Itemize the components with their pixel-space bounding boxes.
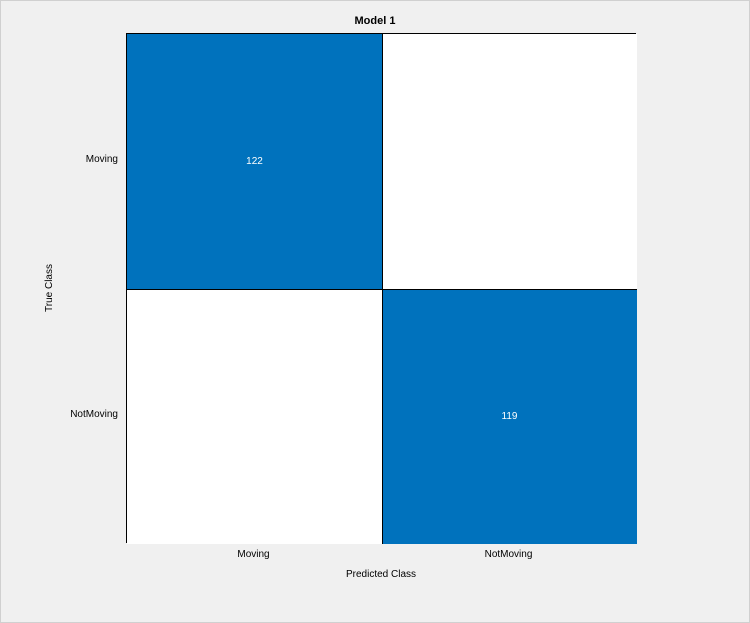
confusion-matrix-plot: 119 122 xyxy=(126,33,636,543)
ytick-0: Moving xyxy=(48,154,118,165)
matrix-cell-0-0: 122 xyxy=(127,34,382,289)
matrix-cell-1-0 xyxy=(127,289,382,544)
cell-value: 122 xyxy=(246,156,263,167)
matrix-cell-0-1 xyxy=(382,34,637,289)
ytick-1: NotMoving xyxy=(48,409,118,420)
figure-window: Model 1 119 122 Moving NotMoving Moving N… xyxy=(0,0,750,623)
xtick-0: Moving xyxy=(126,549,381,560)
xtick-1: NotMoving xyxy=(381,549,636,560)
cell-value: 119 xyxy=(502,411,518,422)
y-axis-label: True Class xyxy=(44,33,55,543)
grid-horizontal xyxy=(127,289,637,290)
matrix-cell-1-1: 119 xyxy=(382,289,637,544)
x-axis-label: Predicted Class xyxy=(126,569,636,580)
chart-title: Model 1 xyxy=(1,15,749,27)
